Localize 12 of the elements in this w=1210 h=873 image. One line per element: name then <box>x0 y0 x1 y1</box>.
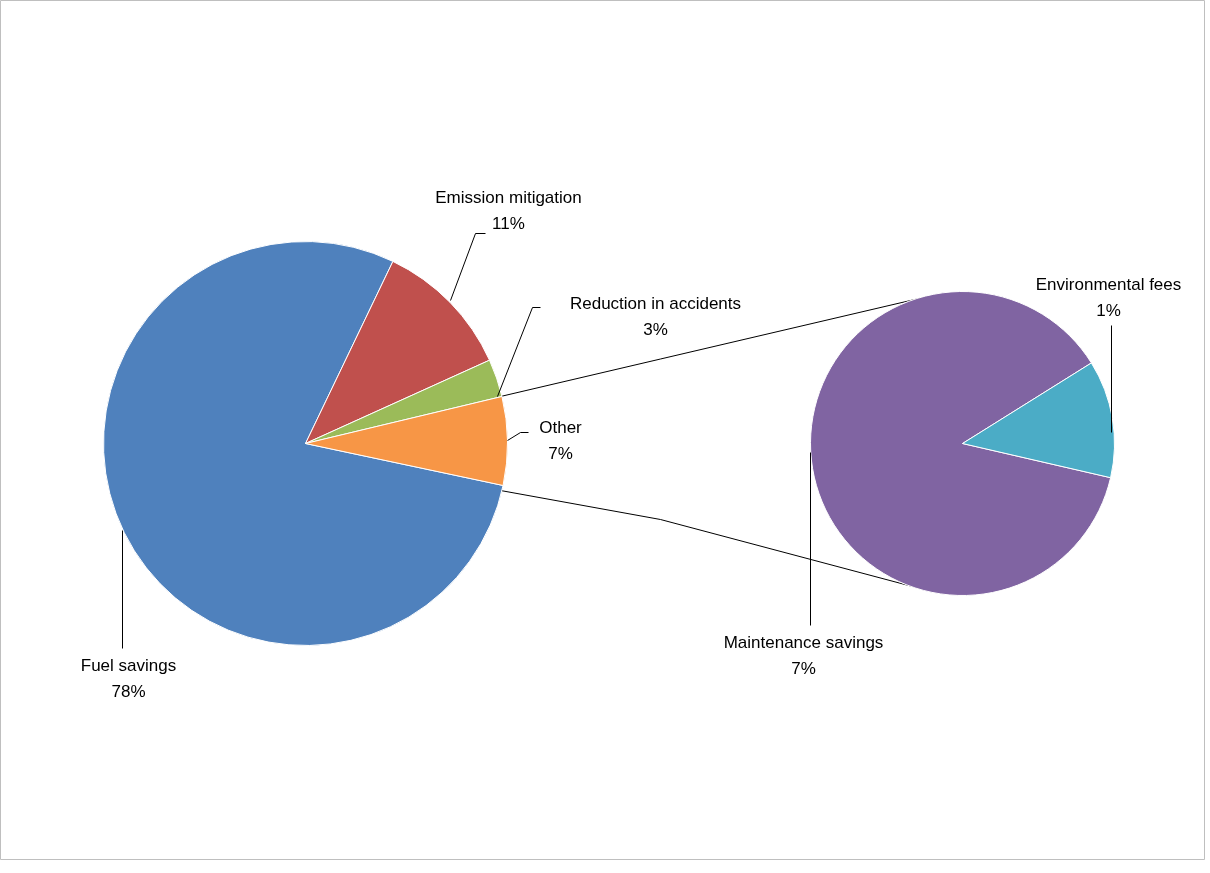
slice-label: Other <box>539 418 583 438</box>
data-label: 11% <box>492 213 525 233</box>
slice-label: Environmental fees <box>1035 275 1182 295</box>
data-label: 78% <box>111 681 146 701</box>
slice-label: Maintenance savings <box>723 633 884 653</box>
data-label: 1% <box>1096 300 1121 320</box>
slice-label: Fuel savings <box>80 656 177 676</box>
data-label: 7% <box>791 658 816 678</box>
slice-label: Reduction in accidents <box>569 294 742 314</box>
data-label: 3% <box>643 319 668 339</box>
data-label: 7% <box>548 443 573 463</box>
slice-label: Emission mitigation <box>435 188 582 208</box>
